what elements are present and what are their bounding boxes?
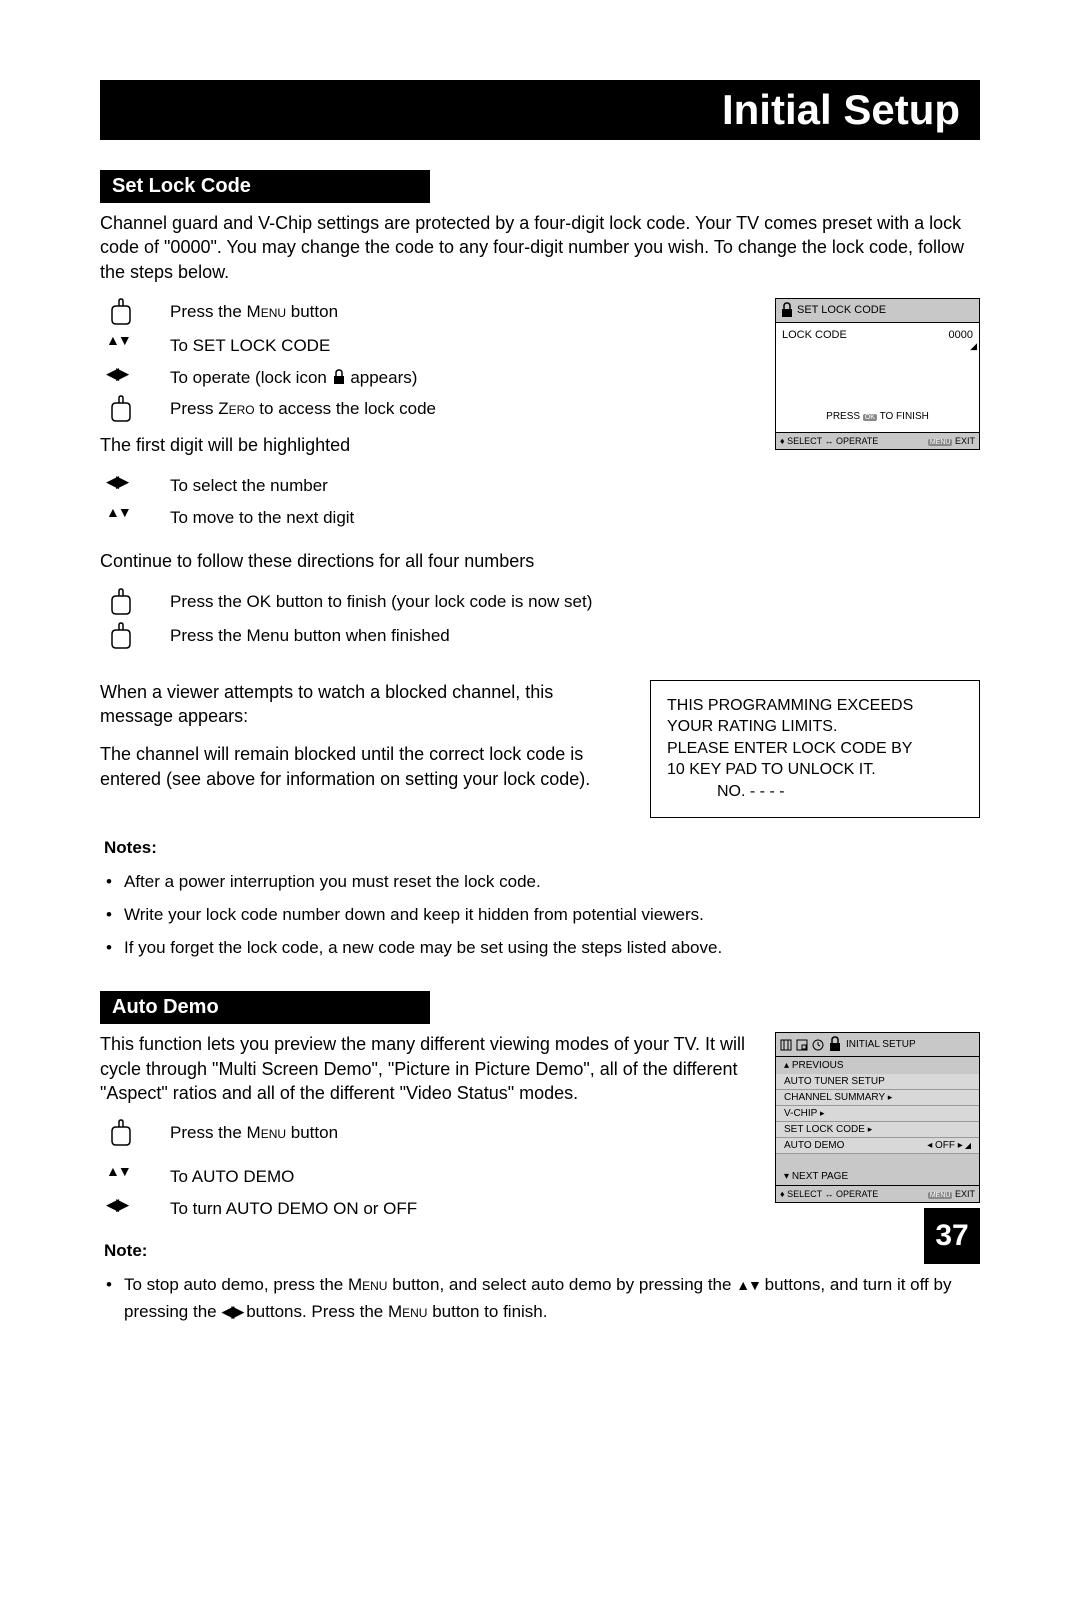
osd-footer-left: ♦ SELECT ↔ OPERATE bbox=[780, 436, 878, 446]
first-digit-note: The first digit will be highlighted bbox=[100, 433, 745, 457]
page-title-bar: Initial Setup bbox=[100, 80, 980, 140]
step-to-auto-demo: To AUTO DEMO bbox=[170, 1163, 294, 1189]
hand-icon bbox=[100, 298, 170, 326]
note-heading: Note: bbox=[104, 1241, 980, 1261]
section-auto-demo: Auto Demo bbox=[100, 991, 430, 1024]
osd2-title: INITIAL SETUP bbox=[846, 1039, 916, 1050]
note-item: If you forget the lock code, a new code … bbox=[124, 934, 980, 961]
osd-lock-code-label: LOCK CODE bbox=[782, 329, 847, 341]
page-number: 37 bbox=[924, 1208, 980, 1264]
step-press-ok: Press the OK button to finish (your lock… bbox=[170, 588, 592, 614]
osd-initial-setup: INITIAL SETUP ▴ PREVIOUS AUTO TUNER SETU… bbox=[775, 1032, 980, 1203]
step-to-set-lock: To SET LOCK CODE bbox=[170, 332, 330, 358]
up-down-icon: ▲▼ bbox=[100, 1163, 170, 1179]
osd-finish-text: PRESS OK TO FINISH bbox=[780, 411, 975, 422]
step-operate: To operate (lock icon appears) bbox=[170, 364, 417, 390]
osd2-item: AUTO TUNER SETUP bbox=[776, 1074, 979, 1090]
osd2-item: SET LOCK CODE ▸ bbox=[776, 1122, 979, 1138]
hand-icon bbox=[100, 1119, 170, 1147]
hand-icon bbox=[100, 622, 170, 650]
clock-icon bbox=[812, 1039, 824, 1051]
note-item: After a power interruption you must rese… bbox=[124, 868, 980, 895]
osd2-footer-right: MENU EXIT bbox=[928, 1189, 975, 1199]
osd2-next: ▾ NEXT PAGE bbox=[776, 1168, 979, 1185]
step-press-zero: Press Zero to access the lock code bbox=[170, 395, 436, 421]
continue-text: Continue to follow these directions for … bbox=[100, 549, 980, 573]
osd2-item: CHANNEL SUMMARY ▸ bbox=[776, 1090, 979, 1106]
osd-set-lock-code: SET LOCK CODE LOCK CODE 0000 ◢ PRESS OK … bbox=[775, 298, 980, 450]
step-press-menu-finish: Press the Menu button when finished bbox=[170, 622, 450, 648]
auto-demo-note: To stop auto demo, press the Menu button… bbox=[124, 1271, 980, 1325]
hand-icon bbox=[100, 588, 170, 616]
osd-title-text: SET LOCK CODE bbox=[797, 304, 886, 316]
step-toggle-auto-demo: To turn AUTO DEMO ON or OFF bbox=[170, 1195, 417, 1221]
blocked-message-box: THIS PROGRAMMING EXCEEDS YOUR RATING LIM… bbox=[650, 680, 980, 818]
lock-icon bbox=[828, 1036, 842, 1053]
notes-heading: Notes: bbox=[104, 838, 980, 858]
osd-lock-code-value: 0000 bbox=[949, 329, 973, 341]
osd2-auto-demo-row: AUTO DEMO ◂ OFF ▸◢ bbox=[776, 1138, 979, 1154]
up-down-icon: ▲▼ bbox=[100, 332, 170, 348]
lock-icon bbox=[332, 368, 346, 387]
step-press-menu: Press the Menu button bbox=[170, 1119, 338, 1145]
lock-icon bbox=[780, 302, 794, 319]
hand-icon bbox=[100, 395, 170, 423]
left-right-icon: ◀▶ bbox=[100, 364, 170, 384]
step-move-digit: To move to the next digit bbox=[170, 504, 354, 530]
corner-mark: ◢ bbox=[970, 341, 977, 352]
osd-footer-right: MENU EXIT bbox=[928, 436, 975, 446]
section-set-lock-code: Set Lock Code bbox=[100, 170, 430, 203]
page-title: Initial Setup bbox=[722, 86, 960, 134]
left-right-icon: ◀▶ bbox=[100, 472, 170, 492]
auto-demo-intro: This function lets you preview the many … bbox=[100, 1032, 745, 1105]
intro-text: Channel guard and V-Chip settings are pr… bbox=[100, 211, 980, 284]
osd2-item: V-CHIP ▸ bbox=[776, 1106, 979, 1122]
blocked-intro: When a viewer attempts to watch a blocke… bbox=[100, 680, 620, 729]
up-down-icon: ▲▼ bbox=[100, 504, 170, 520]
osd2-previous: ▴ PREVIOUS bbox=[776, 1057, 979, 1074]
blocked-text: The channel will remain blocked until th… bbox=[100, 742, 620, 791]
left-right-icon: ◀▶ bbox=[100, 1195, 170, 1215]
step-press-menu: Press the Menu button bbox=[170, 298, 338, 324]
note-item: Write your lock code number down and kee… bbox=[124, 901, 980, 928]
step-select-number: To select the number bbox=[170, 472, 328, 498]
notes-list: After a power interruption you must rese… bbox=[100, 868, 980, 962]
tab-icon bbox=[780, 1039, 792, 1051]
osd2-footer-left: ♦ SELECT ↔ OPERATE bbox=[780, 1189, 878, 1199]
tab-icon bbox=[796, 1039, 808, 1051]
